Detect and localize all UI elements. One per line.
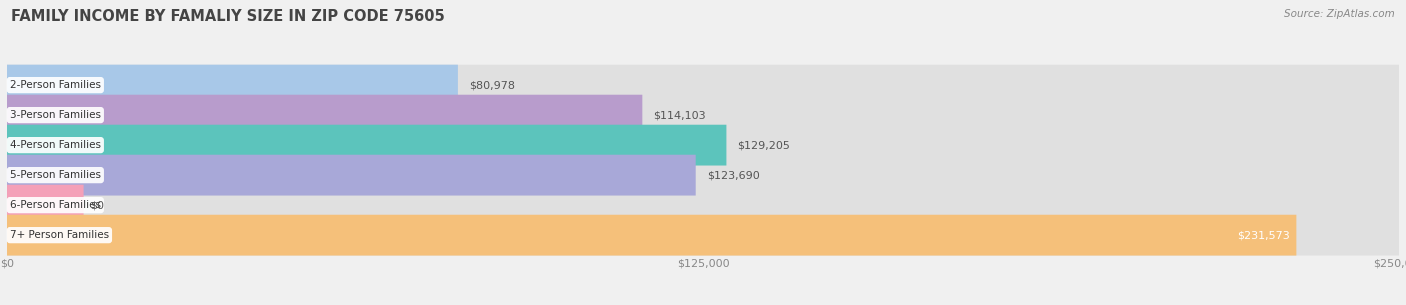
Text: $80,978: $80,978 xyxy=(470,80,515,90)
Text: $0: $0 xyxy=(90,200,104,210)
FancyBboxPatch shape xyxy=(7,65,1399,106)
Text: 2-Person Families: 2-Person Families xyxy=(10,80,101,90)
Text: $231,573: $231,573 xyxy=(1237,230,1289,240)
Text: $129,205: $129,205 xyxy=(738,140,790,150)
Text: 6-Person Families: 6-Person Families xyxy=(10,200,101,210)
FancyBboxPatch shape xyxy=(7,125,727,166)
Text: FAMILY INCOME BY FAMALIY SIZE IN ZIP CODE 75605: FAMILY INCOME BY FAMALIY SIZE IN ZIP COD… xyxy=(11,9,444,24)
Text: 5-Person Families: 5-Person Families xyxy=(10,170,101,180)
FancyBboxPatch shape xyxy=(7,155,696,196)
FancyBboxPatch shape xyxy=(7,185,83,225)
FancyBboxPatch shape xyxy=(7,155,1399,196)
Text: 3-Person Families: 3-Person Families xyxy=(10,110,101,120)
Text: Source: ZipAtlas.com: Source: ZipAtlas.com xyxy=(1284,9,1395,19)
Text: $114,103: $114,103 xyxy=(654,110,706,120)
FancyBboxPatch shape xyxy=(7,95,1399,135)
FancyBboxPatch shape xyxy=(7,185,1399,225)
Text: 7+ Person Families: 7+ Person Families xyxy=(10,230,108,240)
FancyBboxPatch shape xyxy=(7,215,1399,256)
FancyBboxPatch shape xyxy=(7,95,643,135)
Text: 4-Person Families: 4-Person Families xyxy=(10,140,101,150)
Text: $123,690: $123,690 xyxy=(707,170,759,180)
FancyBboxPatch shape xyxy=(7,125,1399,166)
FancyBboxPatch shape xyxy=(7,65,458,106)
FancyBboxPatch shape xyxy=(7,215,1296,256)
